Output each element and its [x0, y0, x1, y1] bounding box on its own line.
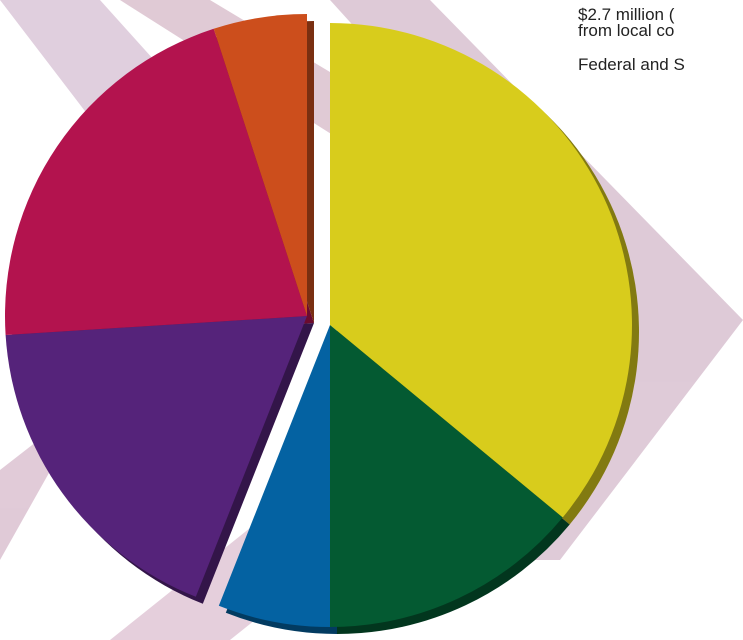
annotation: $2.7 million ( [578, 5, 675, 24]
slice [4, 28, 307, 335]
slice [330, 23, 632, 518]
annotation: Federal and S [578, 55, 685, 74]
slice [330, 325, 563, 627]
slice [218, 325, 330, 627]
annotation: from local co [578, 21, 674, 40]
slice [5, 316, 308, 597]
slice [213, 14, 307, 316]
